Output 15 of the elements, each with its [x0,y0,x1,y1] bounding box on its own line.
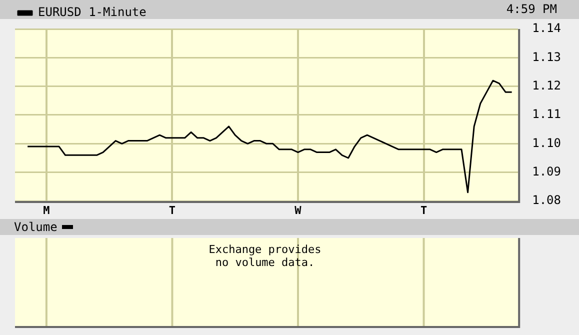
x-tick-label: W [294,204,302,217]
text: 4:59 PM [506,2,557,16]
legend-label: EURUSD 1-Minute [38,5,146,20]
text: Exchange provides no volume data. [208,243,322,269]
y-tick-label: 1.08 [532,193,562,208]
y-tick-label: 1.14 [532,21,562,36]
y-tick-label: 1.11 [532,107,562,122]
y-tick-label: 1.12 [532,78,562,92]
x-tick-label: T [420,204,428,217]
x-tick-label: M [43,204,50,217]
x-tick-label: T [168,204,176,217]
y-tick-label: 1.10 [532,136,562,150]
y-tick-label: 1.09 [532,164,562,178]
text: Volume [14,220,58,234]
y-tick-label: 1.13 [532,50,562,64]
